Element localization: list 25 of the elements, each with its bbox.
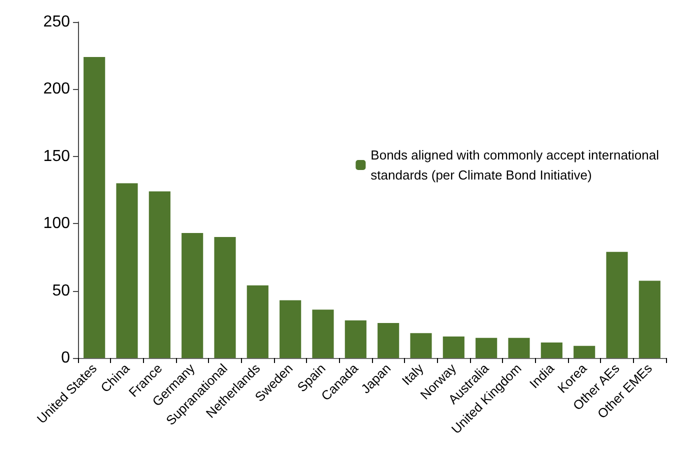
y-tick-label: 0 [61,350,70,366]
bar [312,310,334,358]
y-tick-label: 250 [43,14,70,30]
bar [638,280,660,358]
y-tick-label: 200 [43,80,70,98]
bar [116,183,138,358]
bar [182,233,204,358]
bar [508,338,530,358]
y-tick-label: 100 [43,215,70,232]
bar [442,336,464,358]
y-tick-label: 50 [52,282,70,300]
bar [378,323,400,358]
bar [280,300,302,358]
bar [148,191,170,358]
bar [606,252,628,358]
legend-label: Bonds aligned with commonly accept international standards (per Climate Bond Initiative) [370,148,660,182]
bar [84,56,106,358]
bar [574,346,596,358]
bar [410,333,432,358]
bar [214,237,236,358]
bar [476,338,498,358]
bar [540,342,562,358]
y-tick-label: 150 [43,148,70,165]
bar [344,320,366,358]
bar [246,285,268,358]
